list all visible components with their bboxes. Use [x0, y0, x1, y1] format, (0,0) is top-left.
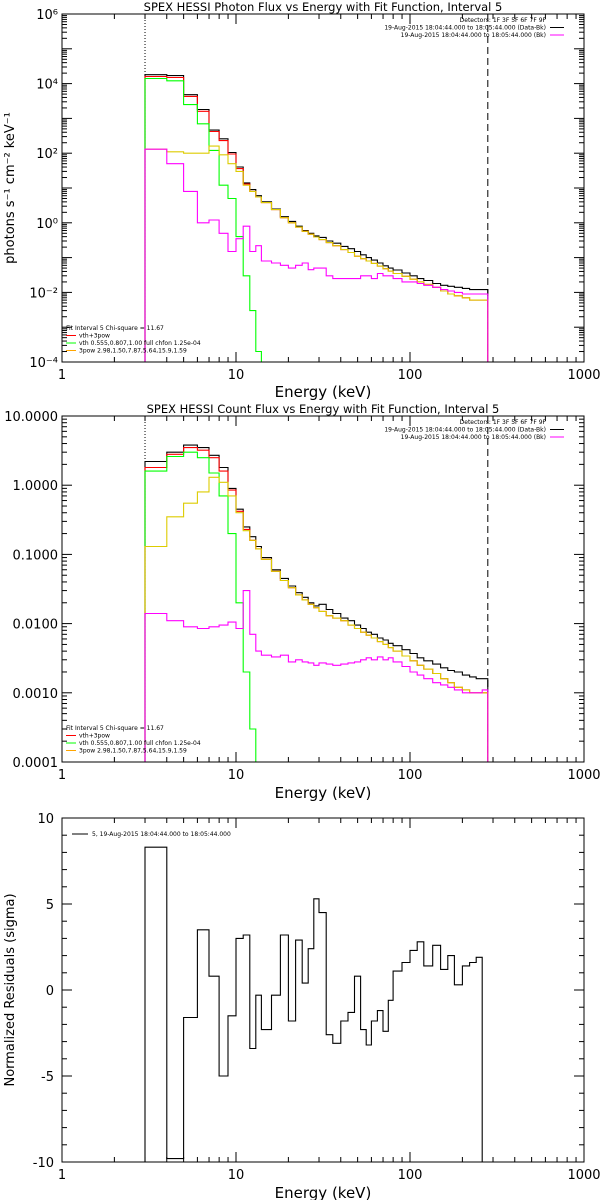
x-axis-label: Energy (keV): [275, 1184, 372, 1200]
x-tick-label: 10: [228, 368, 245, 383]
legend-top-entry: 19-Aug-2015 18:04:44.000 to 18:05:44.000…: [384, 25, 546, 32]
x-axis: 1 10 100 1000: [58, 416, 600, 783]
x-tick-label: 10: [228, 768, 245, 783]
y-tick-label: 10⁶: [36, 8, 58, 23]
y-axis: 0.0001 0.0010 0.0100 0.1000 1.0000 10.0000: [4, 410, 584, 771]
y-axis-label: Normalized Residuals (sigma): [3, 893, 18, 1086]
legend-bottom-entry: 3pow 2.98,1.50,7.87,5.64,15.9,1.59: [79, 748, 187, 755]
legend-bottom-entry: Fit Interval 5 Chi-square = 11.67: [66, 725, 164, 732]
y-tick-label: 0.0100: [13, 618, 59, 633]
legend-bottom-entry: vth 0.555,0.807,1.00 full chfon 1.25e-04: [79, 340, 201, 347]
legend-top-entry: Detectors: 1F 3F 5F 6F 7F 9F: [460, 419, 547, 426]
series-line-2: [144, 451, 257, 762]
series-line-1: [144, 447, 489, 762]
legend-top-entry: Detectors: 1F 3F 5F 6F 7F 9F: [460, 17, 547, 24]
legend-bottom-entry: vth+3pow: [79, 333, 110, 340]
y-tick-label: 5: [46, 898, 54, 913]
x-tick-label: 1: [58, 1168, 66, 1183]
legend-bottom-entry: 3pow 2.98,1.50,7.87,5.64,15.9,1.59: [79, 348, 187, 355]
plot-series: [144, 444, 489, 762]
y-tick-label: 10⁻⁴: [29, 356, 58, 371]
legend-bottom-entry: vth 0.555,0.807,1.00 full chfon 1.25e-04: [79, 740, 201, 747]
x-tick-label: 100: [398, 768, 423, 783]
residuals-panel: 1 10 100 1000 Energy (keV) -10 -5 0 5 10 Normalize…: [3, 812, 600, 1200]
x-tick-label: 10: [228, 1168, 245, 1183]
y-axis: 10⁻⁴ 10⁻² 10⁰ 10² 10⁴ 10⁶: [29, 8, 584, 371]
x-tick-label: 1: [58, 768, 66, 783]
y-tick-label: 10⁴: [36, 78, 58, 93]
y-tick-label: 0.1000: [13, 548, 59, 563]
x-tick-label: 100: [398, 368, 423, 383]
legend-top-entry: 19-Aug-2015 18:04:44.000 to 18:05:44.000…: [401, 32, 546, 39]
legend-bottom-entry: Fit Interval 5 Chi-square = 11.67: [66, 325, 164, 332]
y-tick-label: 10²: [36, 147, 58, 162]
y-tick-label: 0.0001: [13, 756, 59, 771]
plot-frame: [61, 13, 585, 363]
x-tick-label: 1000: [567, 1168, 600, 1183]
x-tick-label: 1: [58, 368, 66, 383]
legend-top-entry: 19-Aug-2015 18:04:44.000 to 18:05:44.000…: [401, 434, 546, 441]
plot-series: [144, 74, 489, 362]
series-line-0: [144, 846, 489, 1162]
plot-frame: [61, 817, 585, 1163]
count-flux-panel: SPEX HESSI Count Flux vs Energy with Fit…: [4, 402, 600, 802]
x-tick-label: 1000: [567, 368, 600, 383]
x-axis-label: Energy (keV): [275, 383, 372, 401]
x-axis: 1 10 100 1000: [58, 14, 600, 383]
y-tick-label: 10⁻²: [29, 286, 58, 301]
series-line-2: [144, 77, 262, 362]
y-axis-label: photons s⁻¹ cm⁻² keV⁻¹: [3, 112, 18, 264]
y-tick-label: -5: [41, 1070, 54, 1085]
y-tick-label: 10.0000: [4, 410, 58, 425]
series-line-4: [144, 148, 489, 362]
plot-frame: [61, 415, 585, 763]
y-tick-label: -10: [33, 1156, 54, 1171]
series-line-3: [144, 145, 489, 362]
x-tick-label: 1000: [567, 768, 600, 783]
legend-bottom-entry: vth+3pow: [79, 733, 110, 740]
y-tick-label: 10: [37, 812, 54, 827]
series-line-4: [144, 590, 489, 762]
plot-series: [144, 846, 489, 1162]
y-axis: -10 -5 0 5 10: [33, 812, 584, 1171]
y-tick-label: 10⁰: [36, 217, 58, 232]
chart-title: SPEX HESSI Count Flux vs Energy with Fit…: [147, 402, 500, 416]
y-tick-label: 1.0000: [13, 479, 59, 494]
y-tick-label: 0: [46, 984, 54, 999]
legend-top-entry: 19-Aug-2015 18:04:44.000 to 18:05:44.000…: [384, 427, 546, 434]
y-tick-label: 0.0010: [13, 687, 59, 702]
x-tick-label: 100: [398, 1168, 423, 1183]
series-line-3: [144, 476, 489, 762]
x-axis-label: Energy (keV): [275, 784, 372, 802]
photon-flux-panel: SPEX HESSI Photon Flux vs Energy with Fi…: [3, 0, 600, 401]
chart-title: SPEX HESSI Photon Flux vs Energy with Fi…: [144, 0, 503, 14]
legend-entry: 5, 19-Aug-2015 18:04:44.000 to 18:05:44.…: [92, 831, 231, 838]
x-axis: 1 10 100 1000: [58, 818, 600, 1183]
series-line-0: [144, 74, 489, 362]
